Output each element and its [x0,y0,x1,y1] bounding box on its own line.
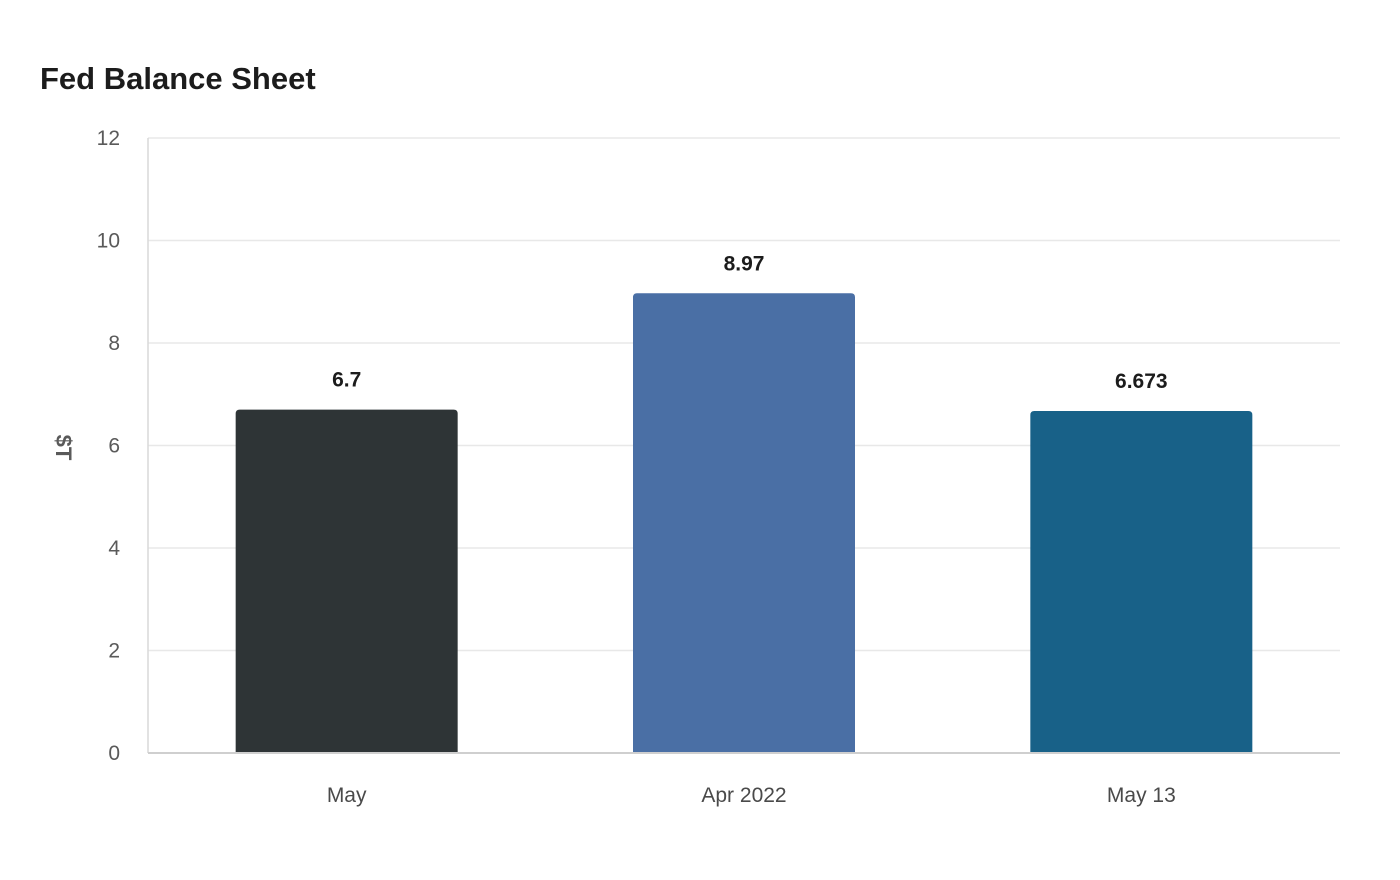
data-label: 6.673 [1115,370,1168,393]
data-label: 6.7 [332,369,361,392]
y-tick-label: 0 [108,742,120,765]
data-labels: 6.7 8.97 6.673 [332,252,1168,393]
x-tick-label: May 13 [1107,784,1176,807]
bar-may-13 [1030,411,1253,753]
data-label: 8.97 [724,252,765,275]
y-tick-label: 4 [108,537,120,560]
y-tick-label: 2 [108,640,120,663]
bars [235,293,1253,753]
y-tick-label: 8 [108,332,120,355]
y-tick-label: 12 [97,127,120,150]
x-tick-label: May [327,784,367,807]
bar-may [235,409,458,753]
y-tick-label: 6 [108,435,120,458]
x-axis-labels: May Apr 2022 May 13 [327,784,1176,807]
y-tick-label: 10 [97,230,120,253]
x-tick-label: Apr 2022 [701,784,786,807]
bar-apr-2022 [633,293,855,753]
y-axis-title: $T [51,435,76,461]
chart-title: Fed Balance Sheet [40,61,316,96]
y-axis-ticks: 0 2 4 6 8 10 12 [97,127,121,765]
